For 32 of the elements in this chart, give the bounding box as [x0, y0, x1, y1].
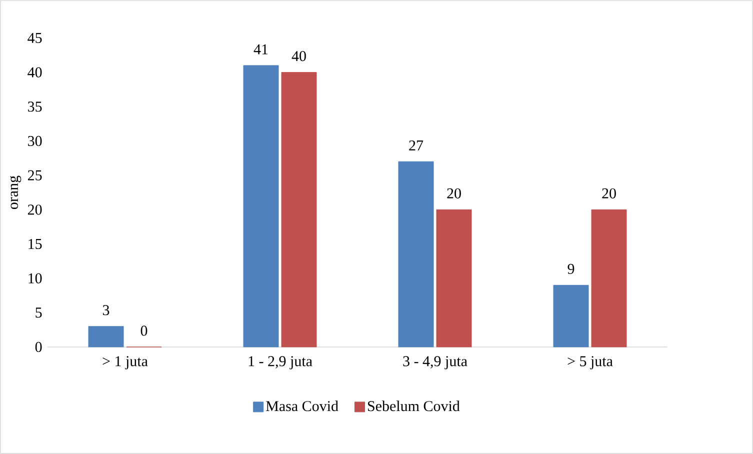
x-tick-label: 1 - 2,9 juta	[248, 356, 312, 370]
bar	[398, 161, 434, 348]
y-tick-label: 5	[36, 308, 42, 318]
data-label: 27	[409, 140, 424, 150]
x-tick-label: > 1 juta	[102, 356, 148, 370]
data-label: 20	[447, 188, 461, 198]
data-label: 20	[602, 188, 616, 198]
bar	[243, 65, 279, 348]
x-tick-label: > 5 juta	[568, 356, 613, 370]
legend-label: Masa Covid	[266, 400, 338, 412]
y-tick-label: 30	[28, 136, 42, 146]
data-label: 0	[140, 326, 148, 336]
bar	[88, 326, 124, 348]
y-tick-label: 15	[28, 238, 42, 250]
y-tick-label: 10	[28, 273, 42, 284]
bar	[591, 209, 627, 348]
data-label: 9	[568, 264, 574, 274]
data-label: 40	[292, 51, 306, 62]
y-tick-label: 40	[28, 67, 42, 78]
data-label: 3	[102, 305, 110, 316]
y-tick-label: 0	[35, 342, 42, 352]
y-tick-label: 20	[28, 204, 42, 215]
y-tick-label: 25	[28, 170, 42, 180]
bar	[281, 72, 317, 348]
y-tick-label: 45	[28, 32, 42, 43]
y-tick-label: 35	[28, 102, 42, 112]
data-label: 41	[254, 44, 268, 54]
y-axis-title: orang	[10, 176, 22, 209]
bar	[553, 284, 589, 348]
bar	[436, 209, 472, 348]
legend-label: Sebelum Covid	[368, 400, 460, 412]
x-tick-label: 3 - 4,9 juta	[403, 356, 468, 370]
